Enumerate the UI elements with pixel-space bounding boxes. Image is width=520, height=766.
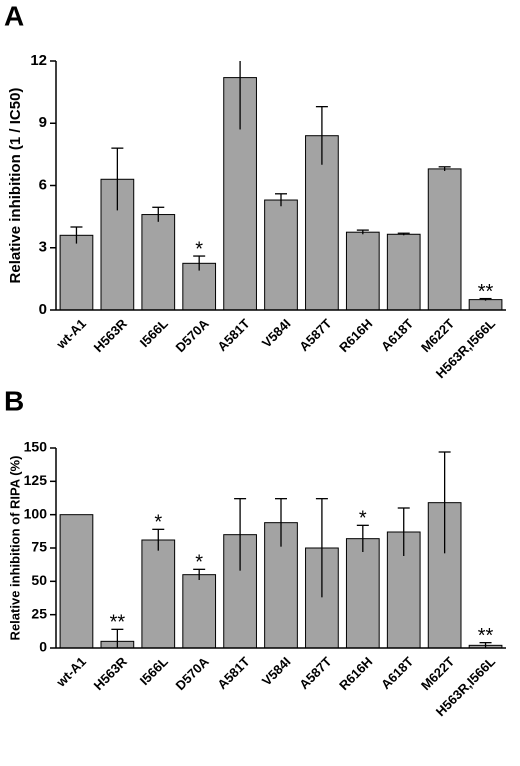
y-tick-label: 0 <box>39 639 47 655</box>
y-tick-label: 0 <box>39 301 47 318</box>
panel-letter: A <box>4 0 24 31</box>
x-tick-label: A587T <box>296 654 334 692</box>
x-tick-label: R616H <box>336 316 375 355</box>
bar <box>264 199 298 311</box>
significance-label: ** <box>110 612 126 634</box>
x-tick-label: M622T <box>418 654 457 693</box>
panel-letter: B <box>4 385 24 416</box>
x-tick-label: I566L <box>137 654 171 688</box>
y-axis-label: Relative inhibition (1 / IC50) <box>7 88 24 284</box>
x-tick-label: V584I <box>259 316 294 351</box>
significance-label: ** <box>478 625 494 647</box>
x-tick-label: A587T <box>296 316 334 354</box>
y-tick-label: 50 <box>31 572 47 588</box>
x-tick-label: I566L <box>137 316 171 350</box>
x-tick-label: R616H <box>336 654 375 693</box>
bar <box>182 574 217 649</box>
x-tick-label: A618T <box>378 654 416 692</box>
bar <box>345 231 380 311</box>
y-tick-label: 125 <box>24 472 48 488</box>
x-tick-label: A581T <box>214 654 252 692</box>
significance-label: * <box>359 508 367 530</box>
y-tick-label: 6 <box>39 176 47 193</box>
x-tick-label: H563R <box>91 654 131 694</box>
x-tick-label: A618T <box>378 316 416 354</box>
y-tick-label: 150 <box>24 439 48 455</box>
x-tick-label: wt-A1 <box>53 316 89 352</box>
bar <box>182 262 217 311</box>
y-tick-label: 25 <box>31 605 47 621</box>
significance-label: * <box>195 552 203 574</box>
x-tick-label: D570A <box>173 654 213 694</box>
y-tick-label: 9 <box>39 114 47 131</box>
x-tick-label: A581T <box>214 316 252 354</box>
bar <box>386 233 421 311</box>
bar <box>141 214 176 311</box>
x-tick-label: H563R <box>91 316 131 356</box>
x-tick-label: V584I <box>259 654 294 689</box>
y-tick-label: 75 <box>31 539 47 555</box>
x-tick-label: D570A <box>173 316 213 356</box>
x-tick-label: M622T <box>418 316 457 355</box>
significance-label: * <box>154 512 162 534</box>
bar <box>345 538 380 649</box>
y-axis-label: Relative inhibition of RIPA (%) <box>7 456 22 641</box>
y-tick-label: 12 <box>30 52 47 69</box>
bar <box>59 514 94 649</box>
significance-label: * <box>195 238 203 260</box>
significance-label: ** <box>478 281 494 303</box>
bar <box>141 539 176 649</box>
x-tick-label: wt-A1 <box>53 654 89 690</box>
y-tick-label: 100 <box>24 505 48 521</box>
bar <box>427 168 462 311</box>
y-tick-label: 3 <box>39 239 47 256</box>
bar <box>59 234 94 311</box>
